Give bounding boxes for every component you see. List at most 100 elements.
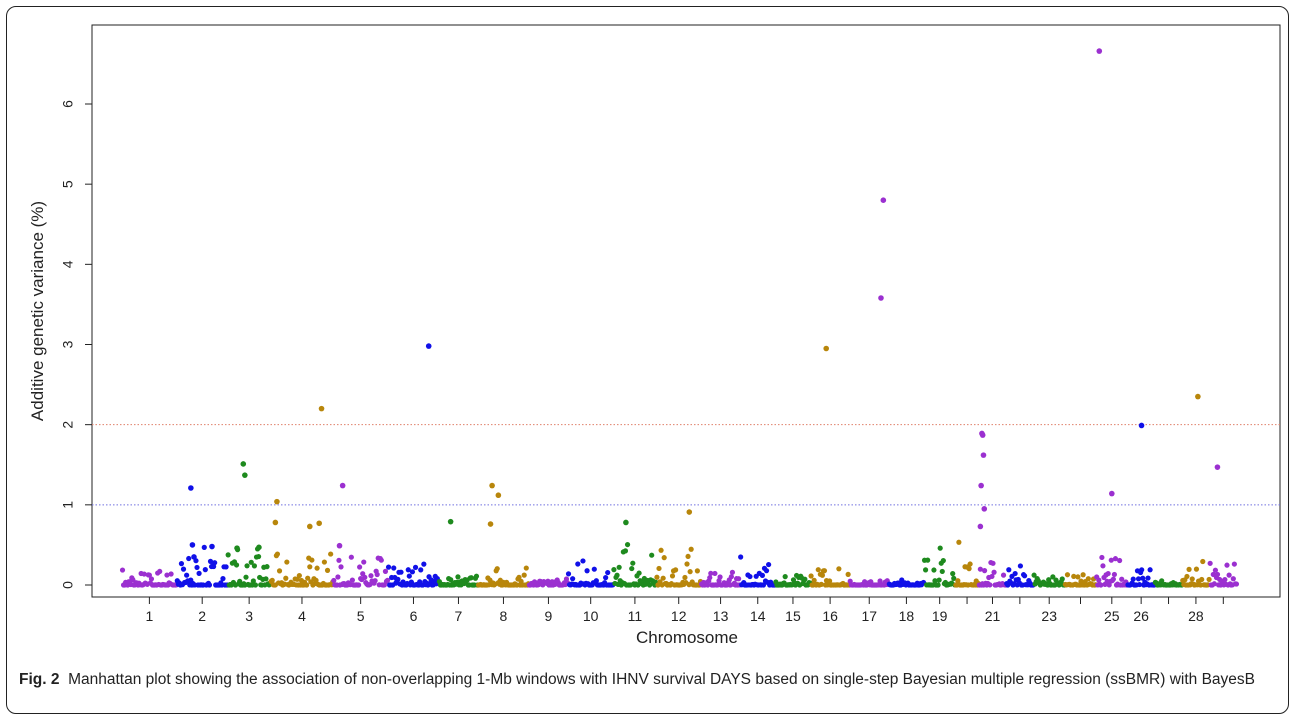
chr3-peak-point	[242, 472, 248, 478]
x-tick-label: 9	[545, 608, 553, 624]
chr15-point	[782, 574, 788, 580]
chr5-point	[348, 554, 354, 560]
chr6-point	[395, 576, 401, 582]
chr13-point	[712, 570, 718, 577]
chr4-peak-point	[274, 498, 280, 505]
chr4-peak-point	[316, 520, 322, 527]
x-tick-label: 3	[245, 608, 253, 624]
x-tick-label: 8	[500, 608, 508, 624]
x-tick-label: 25	[1104, 608, 1120, 624]
chr23-point	[1031, 572, 1037, 578]
chr28-point	[1186, 566, 1192, 572]
chr20-point	[956, 539, 962, 545]
chr26-point	[1135, 576, 1142, 582]
x-tick-label: 16	[822, 608, 838, 624]
chr21-peak-point	[980, 452, 987, 458]
chr13-point	[707, 575, 713, 581]
chr6-point	[418, 567, 424, 573]
chr19-point	[931, 567, 937, 573]
chr2-peak-point	[209, 543, 215, 550]
chr6-point	[421, 561, 427, 567]
chr29-point	[1211, 581, 1217, 587]
chr2-point	[223, 564, 229, 570]
chr3-point	[263, 576, 269, 582]
chr29-point	[1231, 561, 1237, 567]
chr19-point	[940, 558, 946, 564]
data-points	[119, 48, 1240, 588]
chr5-point	[349, 577, 355, 583]
chr24-point	[1080, 572, 1086, 578]
chr16-point	[815, 567, 821, 573]
chr19-point	[922, 567, 929, 573]
chr5-point	[338, 564, 344, 570]
chr28-point	[1200, 558, 1206, 565]
chr10-point	[593, 578, 599, 584]
chr7-point	[468, 575, 474, 581]
chr16-point	[821, 568, 828, 574]
chr26-point	[1140, 575, 1146, 581]
chr11-point	[636, 570, 642, 576]
chr11-point	[616, 564, 622, 570]
chr4-point	[328, 551, 334, 557]
chr25-peak-point	[1096, 48, 1103, 54]
y-tick-label: 1	[60, 501, 76, 509]
chr11-point	[630, 560, 636, 566]
chr1-point	[168, 571, 174, 577]
chr3-point	[264, 564, 270, 570]
chr17-peak-point	[880, 197, 887, 203]
chr2-point	[220, 576, 226, 582]
chr5-point	[378, 557, 384, 563]
chr26-peak-point	[1138, 422, 1145, 429]
chr12-peak-point	[686, 509, 693, 515]
chr21-peak-point	[981, 506, 988, 512]
chr4-point	[276, 568, 283, 574]
chr2-point	[201, 544, 207, 550]
chr12-point	[682, 574, 688, 581]
chr6-point	[398, 569, 404, 575]
chr6-point	[409, 569, 416, 575]
chr12-point	[661, 555, 667, 561]
chr5-point	[335, 574, 341, 580]
chr13-point	[705, 582, 711, 588]
chr24-point	[1064, 572, 1071, 578]
chr28-peak-point	[1195, 393, 1201, 400]
chr12-point	[654, 574, 660, 580]
chr26-point	[1139, 567, 1145, 573]
x-axis-title: Chromosome	[636, 628, 738, 647]
chr14-point	[766, 561, 772, 568]
x-tick-label: 4	[298, 608, 306, 624]
chr3-point	[233, 562, 240, 568]
chr20-point	[955, 578, 961, 584]
x-tick-label: 23	[1041, 608, 1057, 624]
chr2-point	[178, 561, 185, 567]
chr10-point	[605, 569, 611, 576]
chr12-point	[687, 569, 693, 575]
chr19-point	[936, 577, 942, 583]
chr6-point	[391, 565, 397, 571]
chr19-point	[925, 557, 931, 563]
chr25-point	[1098, 582, 1104, 588]
chr3-point	[244, 563, 250, 569]
chr21-point	[987, 582, 993, 588]
chr16-point	[845, 571, 851, 577]
chr7-point	[455, 574, 461, 580]
chr28-point	[1184, 573, 1190, 580]
y-tick-label: 0	[60, 581, 76, 589]
chr25-point	[1112, 556, 1119, 562]
chr8-peak-point	[487, 521, 494, 527]
chr26-point	[1145, 575, 1151, 581]
chr5-point	[331, 577, 337, 584]
y-tick-label: 4	[60, 260, 76, 268]
chr22-point	[1022, 573, 1028, 579]
chr1-point	[164, 572, 170, 578]
chr24-point	[1071, 573, 1077, 580]
chr2-peak-point	[188, 485, 194, 491]
plot-area	[91, 24, 1281, 598]
chr4-point	[307, 564, 313, 570]
chr12-point	[688, 546, 694, 552]
chr12-point	[684, 561, 690, 567]
chr19-point	[939, 568, 945, 575]
chr28-point	[1193, 566, 1200, 572]
chr11-point	[646, 582, 653, 588]
